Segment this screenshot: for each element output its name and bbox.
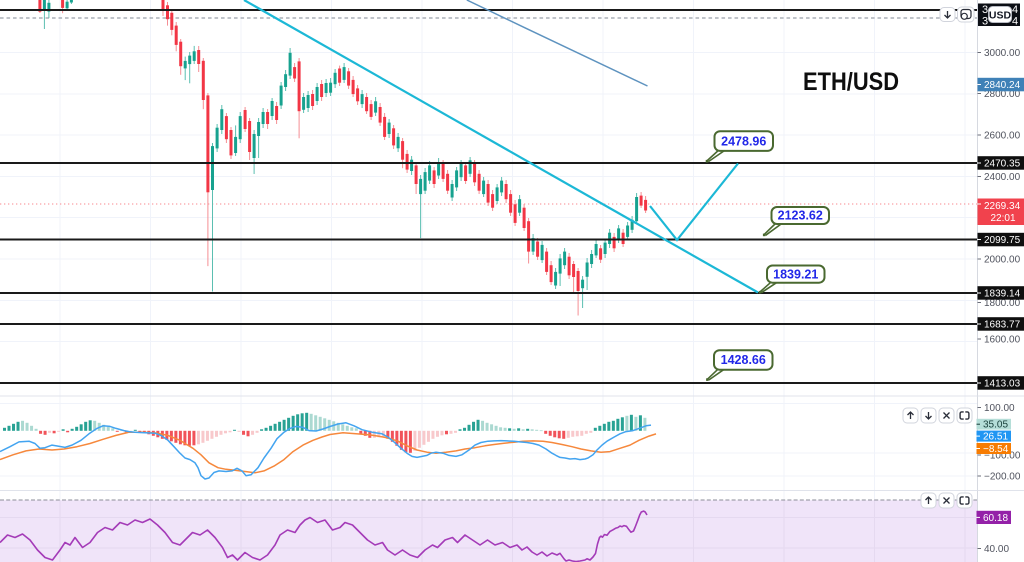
svg-text:60.18: 60.18: [983, 513, 1008, 524]
svg-text:2400.00: 2400.00: [984, 172, 1021, 183]
svg-text:−8.54: −8.54: [983, 444, 1009, 455]
svg-text:2840.24: 2840.24: [984, 80, 1021, 91]
svg-text:35.05: 35.05: [983, 420, 1008, 431]
svg-text:USD: USD: [989, 9, 1012, 21]
svg-text:1839.14: 1839.14: [984, 289, 1021, 300]
svg-text:2099.75: 2099.75: [984, 235, 1021, 246]
svg-text:3: 3: [982, 4, 988, 16]
svg-text:3000.00: 3000.00: [984, 48, 1021, 59]
svg-text:2470.35: 2470.35: [984, 159, 1021, 170]
svg-text:40.00: 40.00: [984, 544, 1009, 555]
svg-text:−100.00: −100.00: [984, 451, 1021, 462]
svg-text:2478.96: 2478.96: [721, 134, 766, 148]
svg-text:1413.03: 1413.03: [984, 379, 1021, 390]
svg-text:4: 4: [1012, 16, 1018, 28]
svg-text:1800.00: 1800.00: [984, 298, 1021, 309]
svg-text:4: 4: [1012, 4, 1018, 16]
svg-text:1428.66: 1428.66: [721, 353, 766, 367]
svg-text:1683.77: 1683.77: [984, 320, 1021, 331]
svg-text:3: 3: [982, 16, 988, 28]
svg-text:26.51: 26.51: [983, 432, 1008, 443]
svg-text:2269.34: 2269.34: [984, 201, 1021, 212]
svg-text:2123.62: 2123.62: [778, 209, 823, 223]
svg-text:ETH/USD: ETH/USD: [803, 68, 899, 96]
svg-text:1839.21: 1839.21: [773, 267, 818, 281]
svg-text:22:01: 22:01: [991, 213, 1016, 224]
svg-text:2800.00: 2800.00: [984, 89, 1021, 100]
svg-text:−200.00: −200.00: [984, 472, 1021, 483]
svg-text:100.00: 100.00: [984, 403, 1015, 414]
svg-text:2000.00: 2000.00: [984, 255, 1021, 266]
svg-text:1600.00: 1600.00: [984, 335, 1021, 346]
svg-text:2600.00: 2600.00: [984, 131, 1021, 142]
